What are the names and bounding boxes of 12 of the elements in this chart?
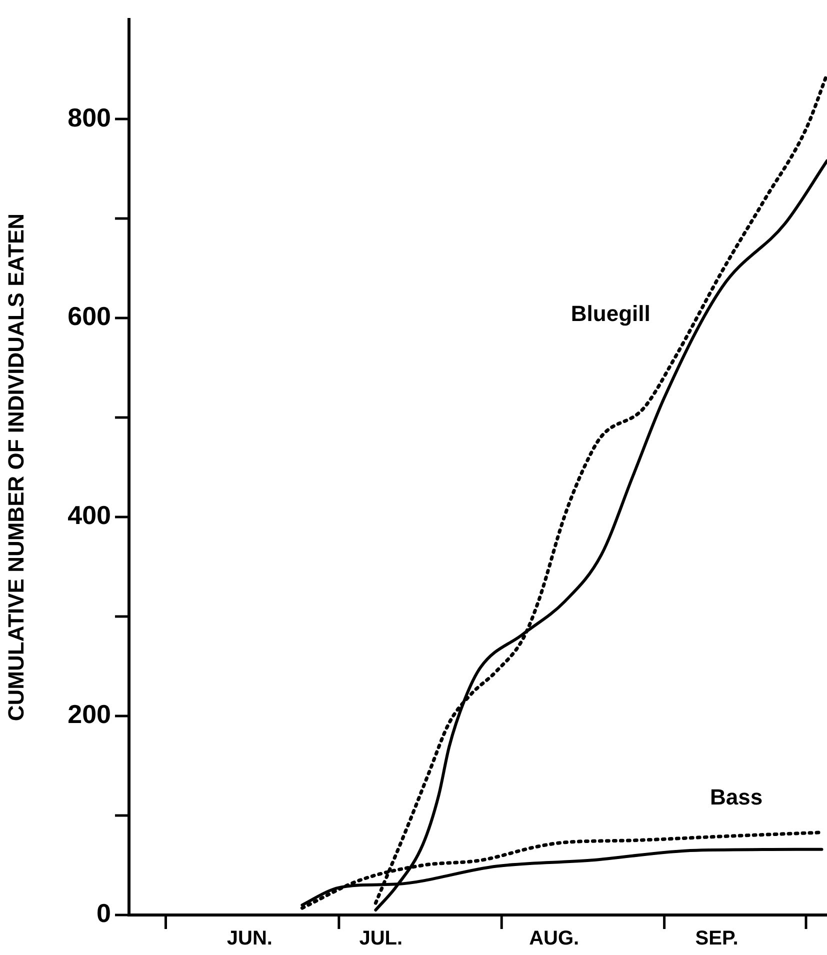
annotation: Bass: [710, 784, 763, 810]
y-axis-title: CUMULATIVE NUMBER OF INDIVIDUALS EATEN: [3, 213, 28, 722]
y-tick-label: 400: [68, 500, 111, 530]
y-tick-label: 800: [68, 102, 111, 132]
x-tick-label: AUG.: [529, 928, 580, 950]
y-tick-label: 200: [68, 699, 111, 730]
annotation: Bluegill: [570, 301, 650, 326]
x-tick-label: SEP.: [695, 928, 738, 950]
y-tick-label: 0: [96, 898, 111, 928]
y-tick-label: 600: [68, 301, 111, 332]
x-tick-label: JUL.: [359, 928, 403, 950]
x-tick-label: JUN.: [226, 928, 272, 950]
